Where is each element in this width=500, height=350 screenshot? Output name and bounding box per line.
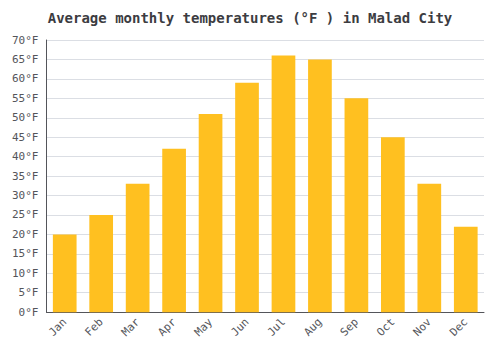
svg-text:May: May	[192, 315, 215, 338]
svg-text:25°F: 25°F	[12, 208, 39, 221]
svg-text:Mar: Mar	[119, 315, 142, 338]
svg-text:Dec: Dec	[447, 316, 470, 339]
svg-text:Oct: Oct	[374, 316, 397, 339]
svg-text:15°F: 15°F	[12, 247, 39, 260]
svg-text:Jun: Jun	[228, 316, 251, 339]
svg-text:Feb: Feb	[83, 316, 106, 339]
svg-text:10°F: 10°F	[12, 267, 39, 280]
svg-text:45°F: 45°F	[12, 131, 39, 144]
svg-text:Nov: Nov	[411, 315, 434, 338]
svg-text:30°F: 30°F	[12, 189, 39, 202]
svg-text:40°F: 40°F	[12, 150, 39, 163]
svg-text:5°F: 5°F	[19, 286, 39, 299]
svg-text:Sep: Sep	[338, 316, 361, 339]
svg-text:35°F: 35°F	[12, 170, 39, 183]
svg-text:0°F: 0°F	[19, 306, 39, 319]
svg-text:65°F: 65°F	[12, 53, 39, 66]
svg-text:70°F: 70°F	[12, 34, 39, 47]
svg-text:60°F: 60°F	[12, 72, 39, 85]
svg-text:Aug: Aug	[301, 316, 324, 339]
svg-text:50°F: 50°F	[12, 111, 39, 124]
svg-text:Apr: Apr	[155, 315, 178, 338]
svg-text:20°F: 20°F	[12, 228, 39, 241]
svg-text:Average monthly temperatures (: Average monthly temperatures (°F ) in Ma…	[48, 10, 453, 26]
svg-text:Jan: Jan	[46, 316, 69, 339]
svg-text:Jul: Jul	[265, 316, 288, 339]
svg-text:55°F: 55°F	[12, 92, 39, 105]
